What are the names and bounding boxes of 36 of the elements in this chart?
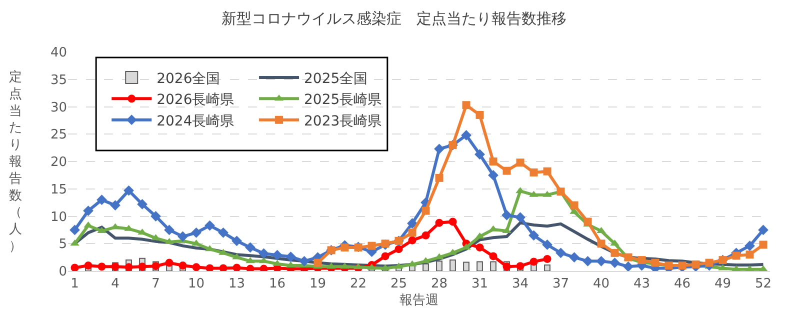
x-tick-label: 7 [152,276,160,292]
y-tick-label: 0 [58,264,67,280]
x-tick-label: 40 [592,276,610,292]
y-tick-label: 20 [50,155,67,170]
x-tick-label: 34 [512,276,529,292]
y-tick-label: 30 [50,100,67,116]
x-tick-label: 49 [714,276,732,292]
x-tick-label: 37 [552,276,570,292]
x-tick-label: 1 [70,276,79,292]
legend-label: 2025全国 [304,70,368,87]
x-tick-label: 4 [111,276,120,292]
legend-label: 2023長崎県 [304,113,382,130]
chart-title: 新型コロナウイルス感染症 定点当たり報告数推移 [222,9,566,28]
x-tick-label: 16 [268,276,286,292]
y-tick-label: 25 [50,128,67,143]
x-tick-label: 10 [188,276,205,292]
x-tick-label: 43 [633,276,650,292]
text: 定点当たり報告数（人） [9,70,22,254]
x-axis-title: 報告週 [400,293,438,308]
x-tick-label: 22 [350,276,367,292]
legend-label: 2026長崎県 [156,92,234,108]
legend-label: 2024長崎県 [156,113,234,130]
x-tick-label: 13 [228,276,246,292]
legend-label: 2025長崎県 [304,92,382,108]
legend-label: 2026全国 [156,70,220,87]
y-tick-label: 40 [50,46,67,61]
x-tick-label: 25 [390,276,408,292]
x-tick-label: 31 [471,276,488,292]
x-tick-label: 52 [754,276,772,292]
y-tick-label: 10 [50,210,67,225]
y-tick-label: 35 [50,72,67,88]
x-tick-label: 28 [430,276,448,292]
x-tick-label: 19 [309,276,326,292]
y-tick-label: 5 [58,237,67,252]
y-tick-label: 15 [50,182,67,198]
x-tick-label: 46 [674,276,691,292]
